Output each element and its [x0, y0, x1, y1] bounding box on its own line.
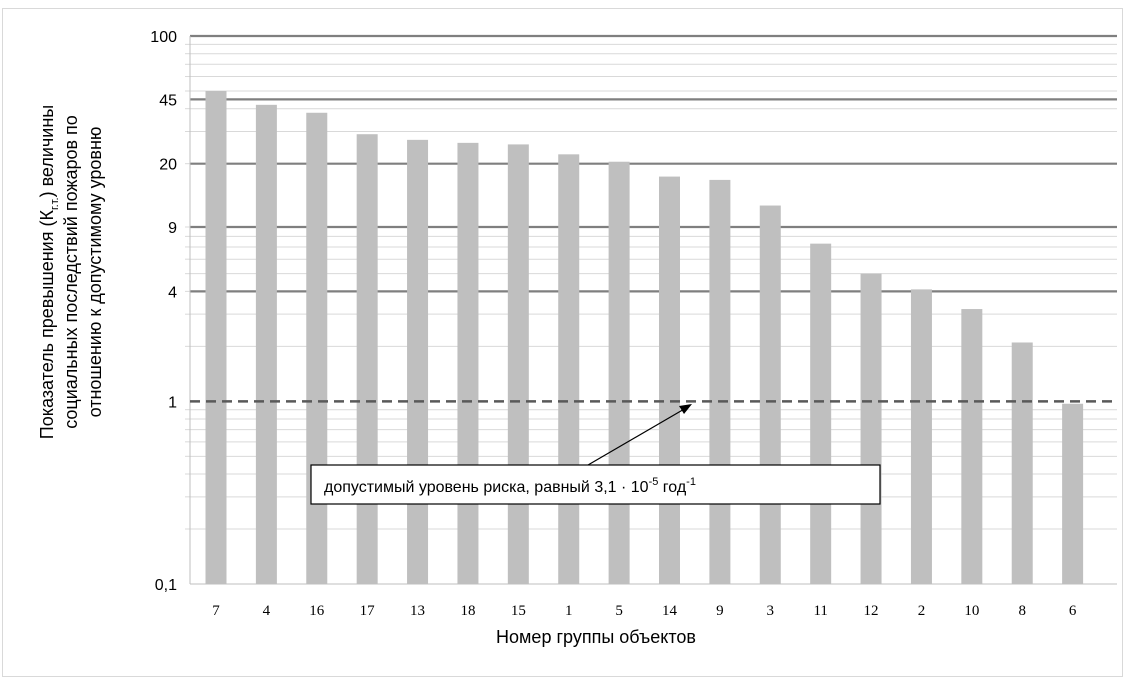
y-axis-title-line-1-main: Показатель превышения (К — [37, 210, 57, 440]
x-tick-label: 4 — [263, 603, 271, 619]
x-tick-label: 2 — [918, 603, 926, 619]
x-tick-label: 16 — [309, 603, 325, 619]
y-axis-title-line-2: социальных последствий пожаров по — [61, 115, 81, 429]
annotation-box — [310, 464, 881, 505]
bar — [356, 134, 378, 584]
y-axis-title-line-3: отношению к допустимому уровню — [85, 127, 105, 418]
annotation-unit: год — [658, 479, 686, 496]
y-tick-label: 20 — [159, 157, 177, 174]
bar — [205, 90, 227, 584]
major-gridlines — [190, 34, 1117, 293]
y-tick-label: 9 — [168, 220, 177, 237]
x-tick-label: 12 — [864, 603, 879, 619]
y-tick-labels: 100 45 20 9 4 1 0,1 — [150, 29, 177, 594]
bar — [558, 154, 580, 584]
annotation-text: допустимый уровень риска, равный 3,1 · 1… — [324, 476, 696, 496]
x-tick-label: 5 — [615, 603, 623, 619]
x-tick-label: 11 — [813, 603, 827, 619]
bar — [810, 243, 832, 584]
annotation-main: допустимый уровень риска, равный 3,1 · 1… — [324, 479, 649, 496]
bar — [910, 289, 932, 584]
x-tick-label: 18 — [460, 603, 475, 619]
x-tick-label: 8 — [1018, 603, 1026, 619]
bar — [608, 161, 630, 584]
x-tick-label: 10 — [964, 603, 979, 619]
y-axis-title-line-1: Показатель превышения (Кг.т.) величины — [37, 105, 61, 439]
bar — [407, 139, 429, 584]
y-axis-title: Показатель превышения (Кг.т.) величины с… — [37, 105, 105, 439]
x-tick-label: 9 — [716, 603, 724, 619]
y-tick-label: 100 — [150, 29, 177, 46]
annotation-arrowhead — [679, 404, 692, 414]
x-tick-label: 7 — [212, 603, 220, 619]
x-tick-labels: 7 4 16 17 13 18 15 1 5 14 9 3 11 12 2 10 8 6 — [212, 603, 1077, 619]
x-axis-title: Номер группы объектов — [496, 627, 696, 647]
bar — [961, 309, 983, 584]
annotation-exp1: -5 — [649, 476, 659, 488]
bar — [255, 104, 277, 584]
x-tick-label: 15 — [511, 603, 526, 619]
bar — [507, 144, 529, 584]
x-tick-label: 6 — [1069, 603, 1077, 619]
y-tick-label: 1 — [168, 394, 177, 411]
bar — [659, 176, 680, 584]
y-axis-title-subscript: г.т. — [49, 197, 61, 210]
bars — [205, 90, 1084, 585]
y-tick-label: 0,1 — [155, 577, 177, 594]
annotation-exp2: -1 — [686, 476, 696, 488]
bar — [457, 142, 479, 584]
x-tick-label: 3 — [767, 603, 775, 619]
y-axis-title-line-1-suffix: ) величины — [37, 105, 57, 198]
y-tick-label: 45 — [159, 92, 177, 109]
x-tick-label: 1 — [565, 603, 573, 619]
bar — [1011, 342, 1033, 584]
bar — [860, 273, 882, 584]
bar — [759, 205, 781, 584]
bar — [306, 112, 328, 585]
x-tick-label: 17 — [360, 603, 376, 619]
bar — [1062, 403, 1084, 584]
x-tick-label: 14 — [662, 603, 678, 619]
bar — [709, 179, 731, 585]
threshold-annotation: допустимый уровень риска, равный 3,1 · 1… — [310, 404, 881, 505]
x-tick-label: 13 — [410, 603, 425, 619]
annotation-arrow — [587, 407, 687, 466]
y-tick-label: 4 — [168, 284, 177, 301]
